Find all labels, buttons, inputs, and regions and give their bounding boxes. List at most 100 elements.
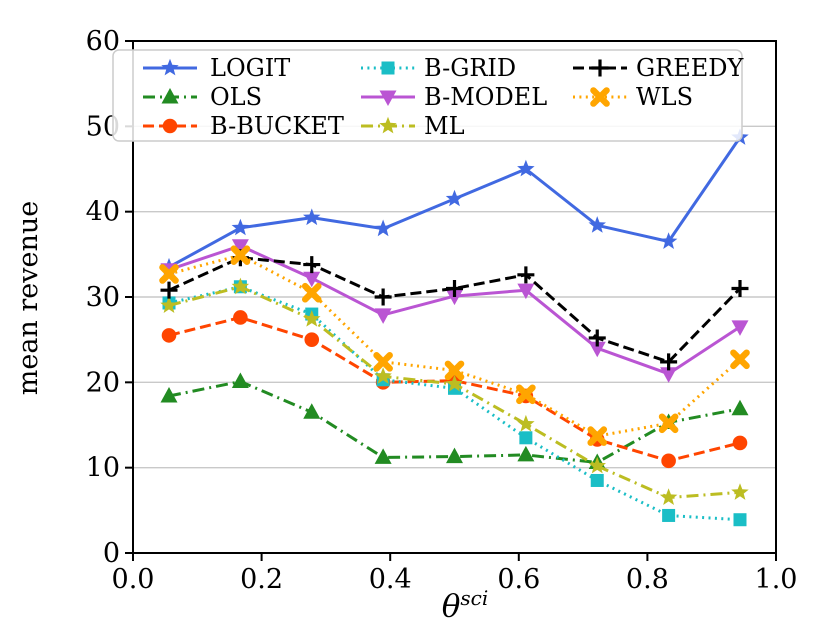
y-axis-label: mean revenue [13,200,44,396]
plus-marker [160,281,178,299]
x-bold-marker [730,349,750,370]
circle-marker [161,328,177,343]
triangle-up-marker [161,88,179,104]
square-marker [662,508,676,522]
x-axis-label: θsci [365,586,565,623]
legend-entry-logit: LOGIT [143,54,290,82]
x-tick-label: 1.0 [755,564,798,595]
star-marker [731,483,749,500]
legend-label: B-BUCKET [210,112,344,140]
star-marker [160,296,178,313]
x-tick-label: 0.2 [240,564,283,595]
legend-entry-ml: ML [361,112,465,140]
square-marker [519,431,533,445]
legend-label: WLS [636,83,693,111]
legend-box [112,49,743,142]
triangle-up-marker [446,447,463,464]
star-marker [517,159,535,177]
circle-marker [732,435,748,451]
legend-label: ML [424,112,465,140]
star-marker [303,310,321,327]
legend-label: OLS [210,83,262,111]
star-marker [231,218,250,236]
series-line [168,316,741,463]
triangle-up-marker [231,372,249,388]
star-marker [161,58,179,76]
legend-label: B-MODEL [424,83,547,111]
triangle-down-marker [446,289,463,306]
y-tick-label: 40 [86,197,120,228]
series-ml [160,277,749,505]
plus-marker [588,329,606,347]
series-line [168,256,742,364]
x-bold-marker [658,413,679,434]
legend-label: GREEDY [636,54,745,82]
triangle-down-marker [231,239,249,255]
triangle-down-marker [379,90,397,106]
star-marker [659,488,678,505]
series-line [168,253,742,438]
x-bold-marker [590,87,610,107]
y-tick-label: 10 [86,453,120,484]
triangle-down-marker [517,283,535,300]
triangle-up-marker [374,448,392,464]
plus-marker [303,256,321,274]
triangle-up-marker [517,445,535,462]
triangle-up-marker [731,399,749,416]
y-tick-label: 30 [86,282,120,313]
x-tick-label: 0.4 [369,564,412,595]
legend-entry-b-grid: B-GRID [361,54,516,82]
legend-entry-b-model: B-MODEL [361,83,547,111]
star-marker [659,232,678,249]
x-axis-label-theta: θ [441,588,461,623]
y-tick-label: 0 [103,538,120,569]
star-marker [445,374,464,392]
x-bold-marker [587,426,608,446]
legend-label: LOGIT [210,54,290,82]
legend-entry-b-bucket: B-BUCKET [143,112,344,140]
x-tick-label: 0.8 [626,564,669,595]
circle-marker [162,118,178,134]
x-bold-marker [301,282,322,303]
plus-marker [660,353,678,371]
square-marker [733,513,747,527]
x-axis-label-superscript: sci [460,586,489,610]
legend-entry-greedy: GREEDY [573,54,745,82]
series-logit [160,128,749,275]
triangle-up-marker [160,386,178,403]
square-marker [381,61,395,75]
x-tick-label: 0.6 [497,564,540,595]
series-ols [160,372,749,470]
triangle-down-marker [731,320,749,336]
series-greedy [160,249,749,371]
triangle-up-marker [303,403,321,419]
star-marker [303,208,321,226]
legend-entry-ols: OLS [143,83,262,111]
x-bold-marker [230,245,251,265]
plus-marker [374,288,392,306]
series-wls [159,245,750,446]
star-marker [374,219,392,237]
triangle-down-marker [588,341,606,358]
star-marker [588,216,606,233]
star-marker [588,456,606,474]
star-marker [231,277,250,295]
plus-marker [517,266,535,284]
circle-marker [233,310,248,325]
x-bold-marker [159,264,179,284]
legend-label: B-GRID [424,54,516,82]
x-bold-marker [444,360,465,381]
legend-entry-wls: WLS [573,83,693,111]
triangle-down-marker [660,367,678,383]
star-marker [445,189,464,207]
x-bold-marker [516,384,536,405]
x-bold-marker [373,352,393,372]
star-marker [374,367,392,384]
series-b-grid [162,280,747,527]
triangle-down-marker [374,308,392,324]
circle-marker [304,332,320,347]
